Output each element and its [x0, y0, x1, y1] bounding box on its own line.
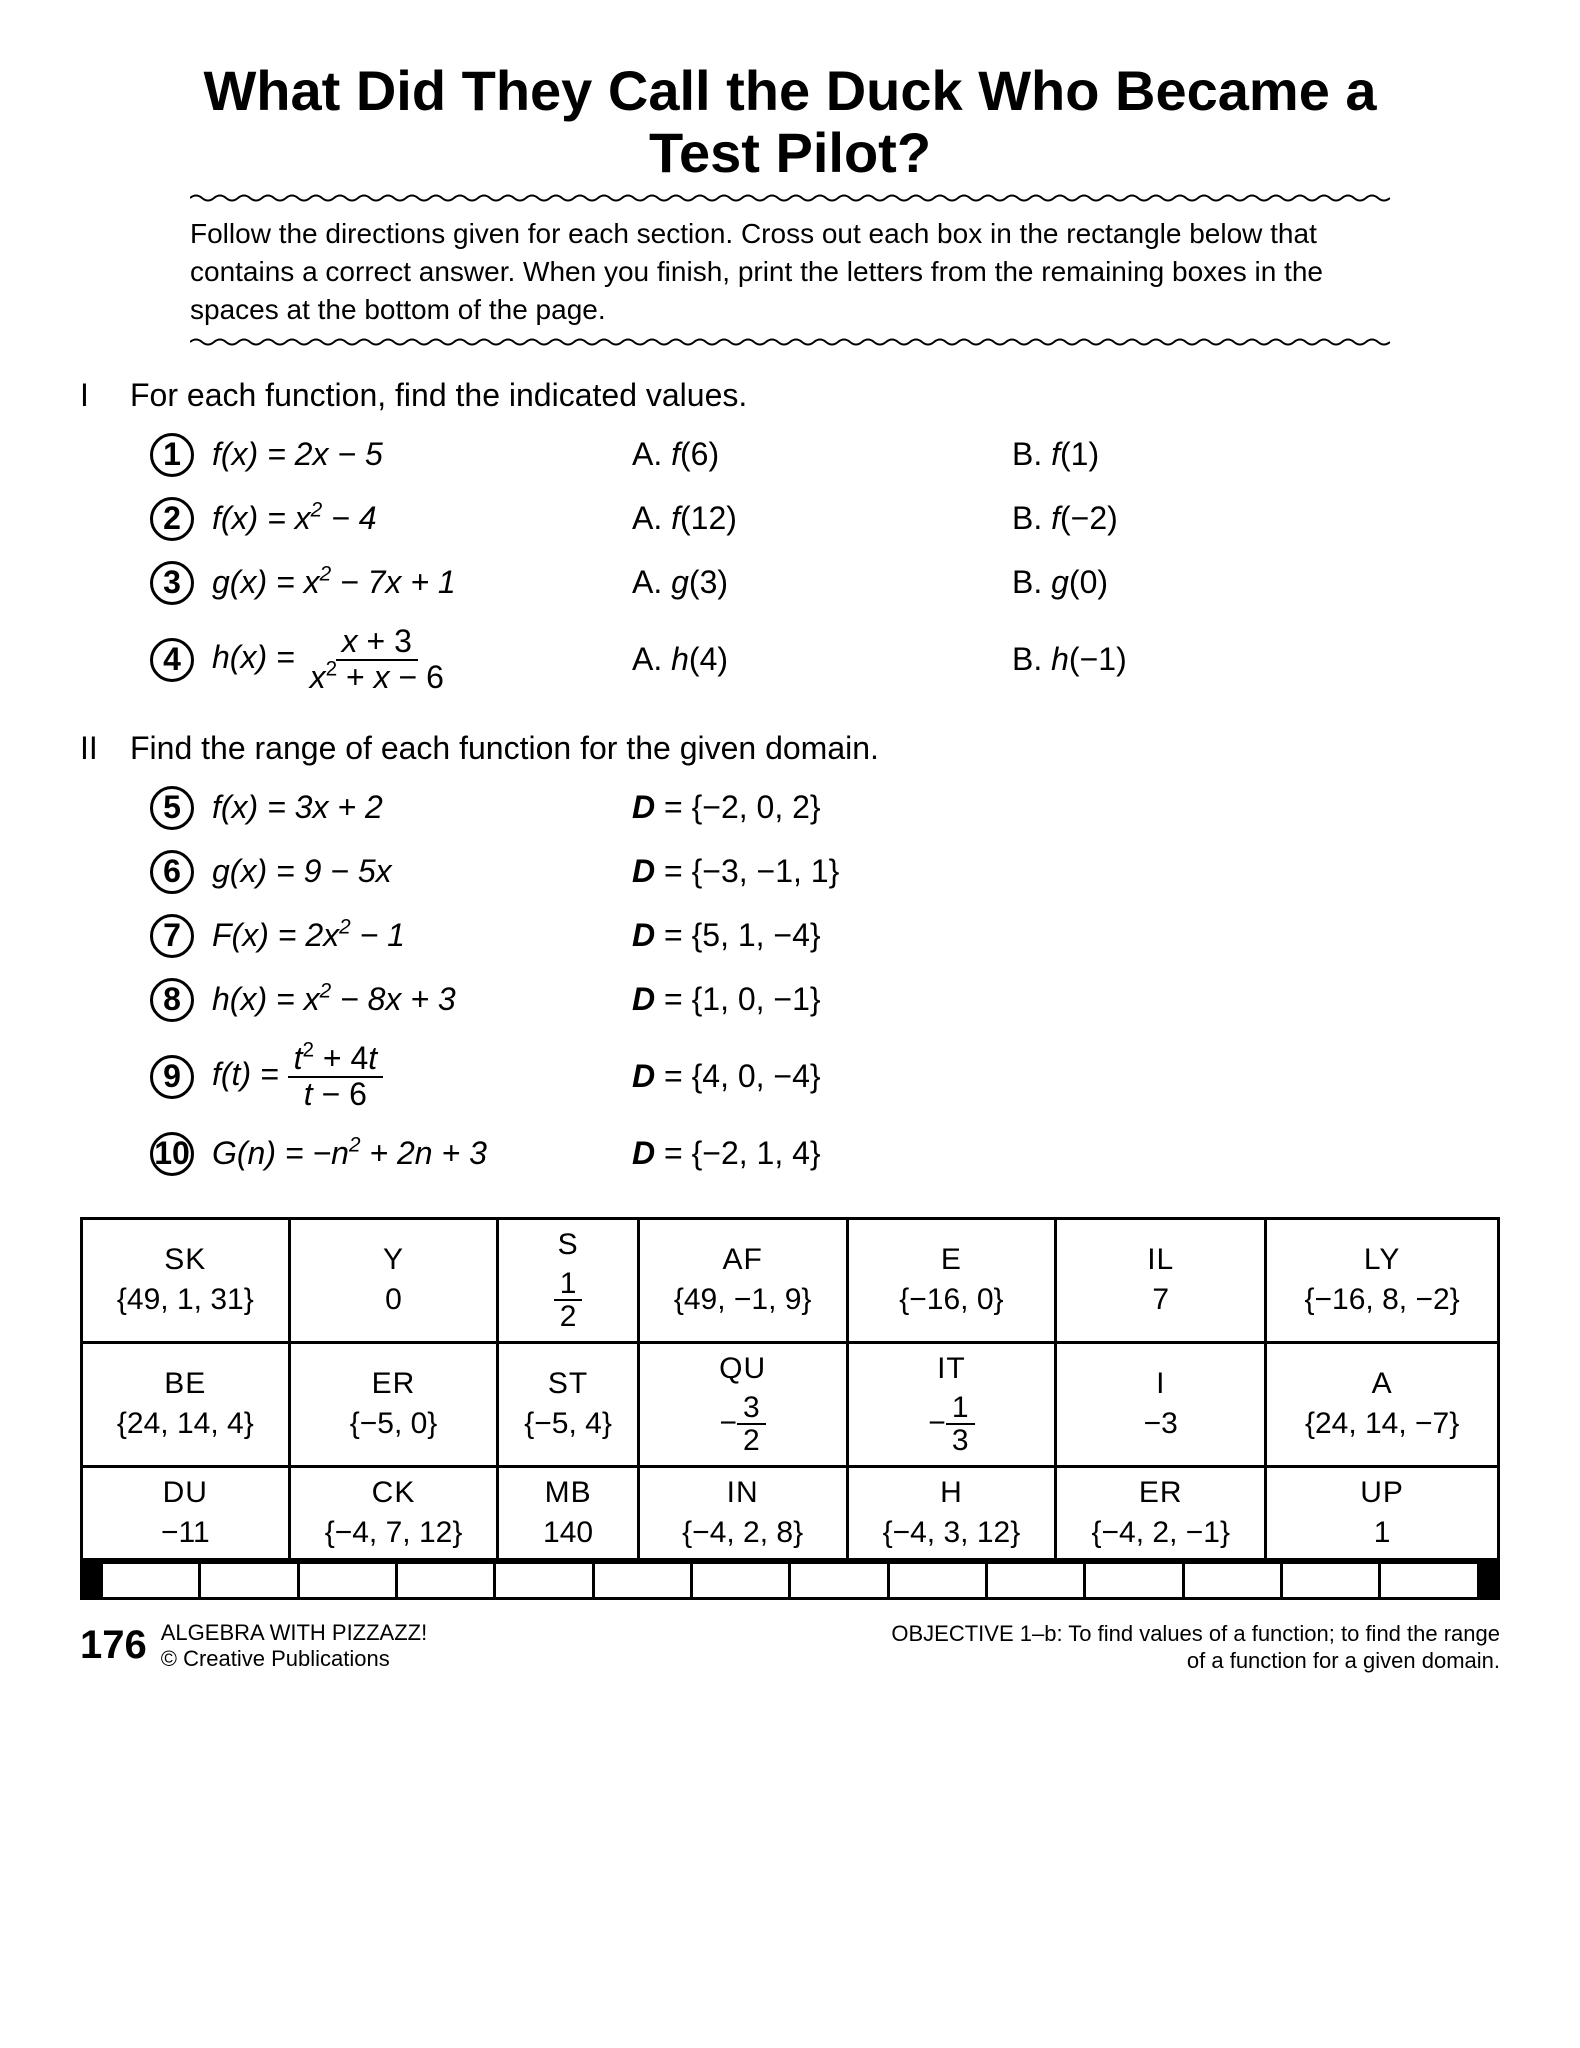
answer-blank	[102, 1562, 200, 1598]
divider-bottom	[190, 337, 1390, 347]
answer-cell: SK{49, 1, 31}	[82, 1218, 290, 1342]
part-b: B. f(−2)	[1012, 500, 1272, 537]
objective-text: OBJECTIVE 1–b: To find values of a funct…	[880, 1620, 1500, 1675]
question-number: 2	[150, 497, 194, 541]
answer-blank	[1380, 1562, 1479, 1598]
answer-cell: H{−4, 3, 12}	[847, 1466, 1056, 1559]
question-row: 9 f(t) = t2 + 4tt − 6D = {4, 0, −4}	[150, 1037, 1500, 1117]
answer-cell: E{−16, 0}	[847, 1218, 1056, 1342]
answer-cell: IL7	[1056, 1218, 1266, 1342]
answer-blank	[888, 1562, 986, 1598]
answer-blank	[1282, 1562, 1380, 1598]
answer-blank	[692, 1562, 790, 1598]
question-row: 10 G(n) = −n2 + 2n + 3D = {−2, 1, 4}	[150, 1127, 1500, 1181]
section-1-roman: I	[80, 377, 130, 414]
question-number: 7	[150, 914, 194, 958]
question-row: 1 f(x) = 2x − 5A. f(6)B. f(1)	[150, 428, 1500, 482]
answer-cell: CK{−4, 7, 12}	[289, 1466, 498, 1559]
question-row: 3 g(x) = x2 − 7x + 1A. g(3)B. g(0)	[150, 556, 1500, 610]
part-a: A. f(12)	[632, 500, 1012, 537]
answer-cell: BE{24, 14, 4}	[82, 1342, 290, 1466]
copyright: © Creative Publications	[161, 1646, 390, 1671]
section-1-text: For each function, find the indicated va…	[130, 377, 747, 414]
answer-cell: ST{−5, 4}	[498, 1342, 638, 1466]
function-def: f(t) = t2 + 4tt − 6	[212, 1042, 632, 1111]
page-number: 176	[80, 1623, 147, 1668]
page-footer: 176 ALGEBRA WITH PIZZAZZ! © Creative Pub…	[80, 1620, 1500, 1675]
function-def: g(x) = x2 − 7x + 1	[212, 564, 632, 601]
answer-cell: A{24, 14, −7}	[1266, 1342, 1499, 1466]
function-def: f(x) = 2x − 5	[212, 436, 632, 473]
answer-blank	[790, 1562, 888, 1598]
question-number: 10	[150, 1132, 194, 1176]
question-number: 4	[150, 638, 194, 682]
answer-blank	[200, 1562, 298, 1598]
instructions-text: Follow the directions given for each sec…	[190, 215, 1390, 328]
function-def: f(x) = 3x + 2	[212, 789, 632, 826]
answer-blank	[1085, 1562, 1183, 1598]
answer-row: SK{49, 1, 31}Y0S12AF{49, −1, 9}E{−16, 0}…	[82, 1218, 1499, 1342]
part-b: B. h(−1)	[1012, 641, 1272, 678]
answer-row: DU−11CK{−4, 7, 12}MB140IN{−4, 2, 8}H{−4,…	[82, 1466, 1499, 1559]
section-2-heading: II Find the range of each function for t…	[80, 730, 1500, 767]
answer-cell: AF{49, −1, 9}	[638, 1218, 847, 1342]
domain: D = {5, 1, −4}	[632, 917, 821, 954]
section-2-text: Find the range of each function for the …	[130, 730, 879, 767]
function-def: h(x) = x + 3x2 + x − 6	[212, 625, 632, 694]
answer-blank	[397, 1562, 495, 1598]
answer-cell: IN{−4, 2, 8}	[638, 1466, 847, 1559]
answer-grid: SK{49, 1, 31}Y0S12AF{49, −1, 9}E{−16, 0}…	[80, 1217, 1500, 1561]
answer-cell: LY{−16, 8, −2}	[1266, 1218, 1499, 1342]
function-def: G(n) = −n2 + 2n + 3	[212, 1135, 632, 1172]
answer-cell: DU−11	[82, 1466, 290, 1559]
answer-cell: ER{−5, 0}	[289, 1342, 498, 1466]
part-b: B. f(1)	[1012, 436, 1272, 473]
question-row: 5 f(x) = 3x + 2D = {−2, 0, 2}	[150, 781, 1500, 835]
function-def: g(x) = 9 − 5x	[212, 853, 632, 890]
answer-cell: I−3	[1056, 1342, 1266, 1466]
answer-blank	[495, 1562, 593, 1598]
divider-top	[190, 193, 1390, 203]
question-number: 5	[150, 786, 194, 830]
question-row: 4 h(x) = x + 3x2 + x − 6A. h(4)B. h(−1)	[150, 620, 1500, 700]
function-def: h(x) = x2 − 8x + 3	[212, 981, 632, 1018]
question-number: 1	[150, 433, 194, 477]
question-number: 8	[150, 978, 194, 1022]
domain: D = {4, 0, −4}	[632, 1058, 821, 1095]
domain: D = {1, 0, −1}	[632, 981, 821, 1018]
answer-blank-strip	[80, 1561, 1500, 1600]
answer-cell: MB140	[498, 1466, 638, 1559]
part-a: A. g(3)	[632, 564, 1012, 601]
answer-cell: QU−32	[638, 1342, 847, 1466]
answer-cell: ER{−4, 2, −1}	[1056, 1466, 1266, 1559]
book-title: ALGEBRA WITH PIZZAZZ!	[161, 1620, 427, 1645]
function-def: f(x) = x2 − 4	[212, 500, 632, 537]
answer-blank	[987, 1562, 1085, 1598]
answer-cell: IT−13	[847, 1342, 1056, 1466]
answer-blank	[1183, 1562, 1281, 1598]
part-a: A. h(4)	[632, 641, 1012, 678]
answer-blank	[298, 1562, 396, 1598]
answer-row: BE{24, 14, 4}ER{−5, 0}ST{−5, 4}QU−32IT−1…	[82, 1342, 1499, 1466]
answer-blank	[593, 1562, 691, 1598]
domain: D = {−2, 1, 4}	[632, 1135, 821, 1172]
question-row: 7 F(x) = 2x2 − 1D = {5, 1, −4}	[150, 909, 1500, 963]
question-row: 6 g(x) = 9 − 5xD = {−3, −1, 1}	[150, 845, 1500, 899]
worksheet-title: What Did They Call the Duck Who Became a…	[190, 60, 1390, 183]
domain: D = {−2, 0, 2}	[632, 789, 821, 826]
section-2-roman: II	[80, 730, 130, 767]
domain: D = {−3, −1, 1}	[632, 853, 839, 890]
question-row: 2 f(x) = x2 − 4A. f(12)B. f(−2)	[150, 492, 1500, 546]
function-def: F(x) = 2x2 − 1	[212, 917, 632, 954]
answer-cell: Y0	[289, 1218, 498, 1342]
section-1-heading: I For each function, find the indicated …	[80, 377, 1500, 414]
answer-cell: S12	[498, 1218, 638, 1342]
question-number: 6	[150, 850, 194, 894]
question-number: 9	[150, 1055, 194, 1099]
part-a: A. f(6)	[632, 436, 1012, 473]
question-row: 8 h(x) = x2 − 8x + 3D = {1, 0, −1}	[150, 973, 1500, 1027]
question-number: 3	[150, 561, 194, 605]
answer-cell: UP1	[1266, 1466, 1499, 1559]
part-b: B. g(0)	[1012, 564, 1272, 601]
